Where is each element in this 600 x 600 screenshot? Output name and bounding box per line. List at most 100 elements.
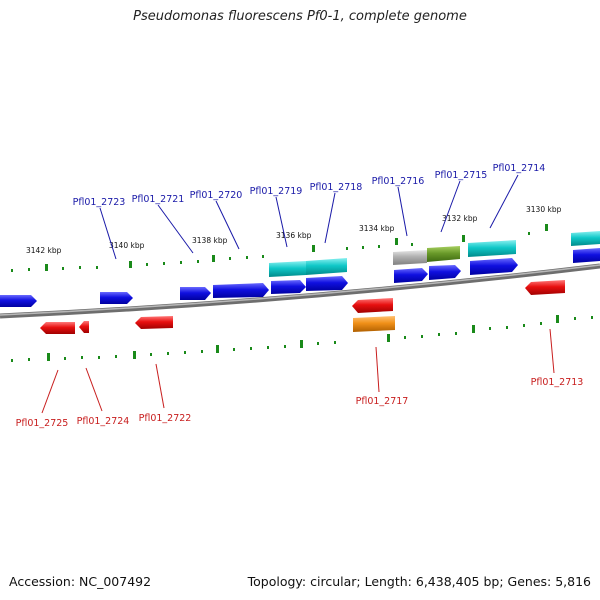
gene-label-pfl01-2716[interactable]: Pfl01_2716	[372, 176, 425, 187]
tick-mark	[334, 341, 336, 344]
gene-label-pfl01-2714[interactable]: Pfl01_2714	[493, 163, 546, 174]
gene-label-pfl01-2725[interactable]: Pfl01_2725	[16, 418, 69, 429]
gene-label-pfl01-2724[interactable]: Pfl01_2724	[77, 416, 130, 427]
forward-gene-track	[0, 248, 600, 307]
tick-mark	[98, 356, 100, 359]
reverse-label-leaders	[41, 328, 555, 414]
leader-line	[155, 363, 165, 409]
tick-mark	[201, 350, 203, 353]
gene-block-cyan[interactable]	[306, 258, 347, 275]
tick-mark	[133, 351, 136, 359]
tick-mark	[387, 334, 390, 342]
tick-mark	[284, 345, 286, 348]
tick-mark	[472, 325, 475, 333]
tick-mark	[378, 245, 380, 248]
tick-mark	[489, 327, 491, 330]
gene-arrow-forward[interactable]	[213, 283, 269, 298]
tick-mark	[246, 256, 248, 259]
leader-line	[215, 200, 240, 250]
forward-feature-track	[269, 231, 600, 277]
gene-label-pfl01-2720[interactable]: Pfl01_2720	[190, 190, 243, 201]
gene-arrow-reverse[interactable]	[79, 321, 89, 333]
tick-mark	[28, 268, 30, 271]
tick-mark	[421, 335, 423, 338]
gene-label-pfl01-2723[interactable]: Pfl01_2723	[73, 197, 126, 208]
reverse-gene-labels: Pfl01_2725 Pfl01_2724 Pfl01_2722 Pfl01_2…	[16, 377, 584, 429]
gene-label-pfl01-2721[interactable]: Pfl01_2721	[132, 194, 185, 205]
upper-tick-ruler	[11, 224, 548, 272]
tick-mark	[115, 355, 117, 358]
tick-mark	[300, 340, 303, 348]
tick-mark	[45, 264, 48, 271]
scale-label: 3138 kbp	[192, 236, 228, 245]
tick-mark	[163, 262, 165, 265]
lower-tick-ruler	[11, 315, 593, 362]
gene-arrow-forward[interactable]	[573, 248, 600, 263]
gene-block-orange[interactable]	[353, 316, 395, 332]
scale-labels: 3142 kbp 3140 kbp 3138 kbp 3136 kbp 3134…	[26, 205, 562, 255]
gene-arrow-forward[interactable]	[100, 292, 133, 304]
gene-arrow-forward[interactable]	[306, 276, 348, 291]
tick-mark	[438, 333, 440, 336]
gene-block-cyan[interactable]	[269, 261, 306, 277]
tick-mark	[506, 326, 508, 329]
gene-arrow-forward[interactable]	[394, 268, 428, 283]
gene-arrow-reverse[interactable]	[525, 280, 565, 295]
genome-summary-text: Topology: circular; Length: 6,438,405 bp…	[247, 574, 591, 589]
tick-mark	[28, 358, 30, 361]
tick-mark	[229, 257, 231, 260]
gene-block-cyan[interactable]	[571, 231, 600, 246]
gene-label-pfl01-2719[interactable]: Pfl01_2719	[250, 186, 303, 197]
gene-label-pfl01-2722[interactable]: Pfl01_2722	[139, 413, 192, 424]
tick-mark	[81, 356, 83, 359]
tick-mark	[250, 347, 252, 350]
tick-mark	[591, 316, 593, 319]
scale-label: 3142 kbp	[26, 246, 62, 255]
tick-mark	[79, 266, 81, 269]
genome-backbone	[0, 263, 600, 319]
gene-block-gray[interactable]	[393, 250, 427, 265]
scale-label: 3134 kbp	[359, 224, 395, 233]
tick-mark	[150, 353, 152, 356]
gene-arrow-forward[interactable]	[470, 258, 518, 275]
genome-backbone-highlight	[0, 264, 600, 316]
gene-arrow-forward[interactable]	[0, 295, 37, 307]
gene-arrow-forward[interactable]	[271, 280, 306, 294]
accession-text: Accession: NC_007492	[9, 574, 152, 589]
reverse-gene-track	[40, 280, 565, 334]
leader-line	[41, 369, 59, 414]
gene-label-pfl01-2715[interactable]: Pfl01_2715	[435, 170, 488, 181]
tick-mark	[129, 261, 132, 268]
leader-line	[440, 180, 461, 233]
tick-mark	[404, 336, 406, 339]
tick-mark	[184, 351, 186, 354]
leader-line	[489, 174, 519, 229]
gene-block-cyan[interactable]	[468, 240, 516, 257]
tick-mark	[574, 317, 576, 320]
leader-line	[157, 204, 194, 254]
tick-mark	[212, 255, 215, 262]
tick-mark	[64, 357, 66, 360]
gene-arrow-forward[interactable]	[429, 265, 461, 280]
gene-block-olive[interactable]	[427, 246, 460, 262]
gene-arrow-reverse[interactable]	[135, 316, 173, 329]
genome-title: Pseudomonas fluorescens Pf0-1, complete …	[133, 9, 467, 24]
tick-mark	[462, 235, 465, 242]
gene-label-pfl01-2718[interactable]: Pfl01_2718	[310, 182, 363, 193]
tick-mark	[540, 322, 542, 325]
tick-mark	[411, 243, 413, 246]
tick-mark	[146, 263, 148, 266]
tick-mark	[317, 342, 319, 345]
forward-label-leaders	[99, 174, 519, 260]
gene-label-pfl01-2713[interactable]: Pfl01_2713	[531, 377, 584, 388]
tick-mark	[96, 266, 98, 269]
leader-line	[375, 346, 380, 393]
tick-mark	[362, 246, 364, 249]
gene-label-pfl01-2717[interactable]: Pfl01_2717	[356, 396, 409, 407]
gene-arrow-forward[interactable]	[180, 287, 211, 300]
leader-line	[324, 192, 336, 244]
gene-arrow-reverse[interactable]	[352, 298, 393, 313]
gene-arrow-reverse[interactable]	[40, 322, 75, 334]
tick-mark	[556, 315, 559, 323]
